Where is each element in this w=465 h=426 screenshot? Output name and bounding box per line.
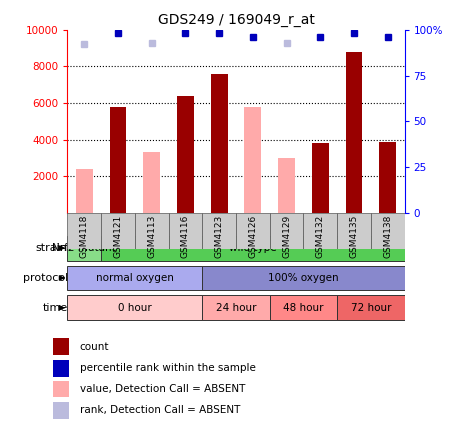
Text: GSM4126: GSM4126 — [248, 215, 257, 258]
Bar — [76, 169, 93, 213]
Text: value, Detection Call = ABSENT: value, Detection Call = ABSENT — [80, 384, 245, 394]
Text: protocol: protocol — [22, 273, 68, 283]
Bar — [67, 295, 202, 320]
Bar — [312, 144, 329, 213]
Bar — [67, 265, 202, 291]
Text: GSM4138: GSM4138 — [383, 215, 392, 258]
Bar — [53, 360, 69, 377]
Text: 0 hour: 0 hour — [118, 303, 152, 313]
Bar — [337, 295, 405, 320]
Bar — [202, 213, 236, 249]
Bar — [278, 158, 295, 213]
Text: GSM4116: GSM4116 — [181, 215, 190, 258]
Bar — [236, 213, 270, 249]
Bar — [135, 213, 168, 249]
Text: percentile rank within the sample: percentile rank within the sample — [80, 363, 256, 373]
Bar — [337, 213, 371, 249]
Text: GSM4121: GSM4121 — [113, 215, 122, 258]
Bar — [202, 265, 405, 291]
Bar — [53, 338, 69, 355]
Title: GDS249 / 169049_r_at: GDS249 / 169049_r_at — [158, 13, 314, 27]
Bar — [245, 107, 261, 213]
Bar — [371, 213, 405, 249]
Bar — [270, 295, 337, 320]
Bar — [143, 152, 160, 213]
Text: rank, Detection Call = ABSENT: rank, Detection Call = ABSENT — [80, 406, 240, 415]
Text: GSM4132: GSM4132 — [316, 215, 325, 258]
Bar — [379, 141, 396, 213]
Text: count: count — [80, 342, 109, 352]
Text: Nrf2 mutant: Nrf2 mutant — [53, 243, 116, 253]
Bar — [110, 107, 126, 213]
Bar — [53, 380, 69, 397]
Text: time: time — [42, 303, 68, 313]
Bar — [177, 96, 194, 213]
Text: GSM4135: GSM4135 — [350, 215, 359, 258]
Bar — [345, 52, 362, 213]
Text: GSM4123: GSM4123 — [215, 215, 224, 258]
Text: 24 hour: 24 hour — [216, 303, 256, 313]
Text: 48 hour: 48 hour — [283, 303, 324, 313]
Bar — [168, 213, 202, 249]
Text: GSM4129: GSM4129 — [282, 215, 291, 258]
Bar — [53, 402, 69, 419]
Bar — [202, 295, 270, 320]
Text: wild type: wild type — [229, 243, 277, 253]
Bar — [67, 213, 101, 249]
Text: GSM4113: GSM4113 — [147, 215, 156, 258]
Text: strain: strain — [36, 243, 68, 253]
Bar — [303, 213, 337, 249]
Text: 72 hour: 72 hour — [351, 303, 391, 313]
Bar — [270, 213, 303, 249]
Text: normal oxygen: normal oxygen — [96, 273, 174, 283]
Bar — [211, 74, 227, 213]
Text: 100% oxygen: 100% oxygen — [268, 273, 339, 283]
Text: GSM4118: GSM4118 — [80, 215, 89, 258]
Bar — [101, 213, 135, 249]
Bar — [67, 236, 101, 261]
